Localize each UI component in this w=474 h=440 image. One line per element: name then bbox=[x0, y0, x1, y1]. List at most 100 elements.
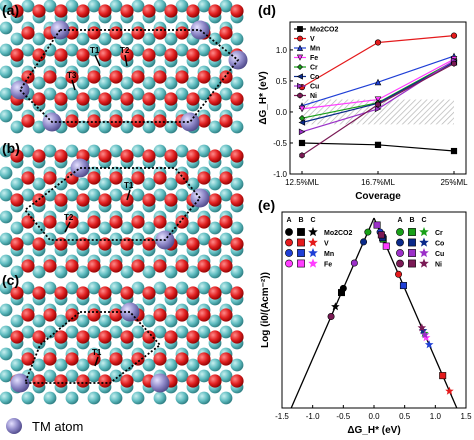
site-label: T3 bbox=[67, 71, 77, 80]
carbon-atom bbox=[219, 391, 233, 405]
oxygen-atom bbox=[21, 352, 35, 366]
carbon-atom bbox=[219, 232, 233, 246]
oxygen-atom bbox=[98, 48, 112, 62]
site-marker: T2 bbox=[120, 46, 130, 67]
legend-column-header: A bbox=[286, 217, 291, 224]
data-point bbox=[377, 231, 385, 239]
oxygen-atom bbox=[142, 48, 156, 62]
data-point bbox=[298, 139, 306, 147]
legend-column-header: C bbox=[310, 217, 315, 224]
carbon-atom bbox=[230, 120, 244, 134]
data-point bbox=[337, 289, 345, 297]
oxygen-atom bbox=[54, 4, 68, 18]
oxygen-atom bbox=[109, 171, 123, 185]
carbon-atom bbox=[142, 221, 156, 235]
carbon-atom bbox=[175, 144, 189, 158]
oxygen-atom bbox=[175, 352, 189, 366]
oxygen-atom bbox=[43, 70, 57, 84]
oxygen-atom bbox=[153, 26, 167, 40]
oxygen-atom bbox=[98, 149, 112, 163]
oxygen-atom bbox=[131, 171, 145, 185]
carbon-atom bbox=[208, 177, 222, 191]
oxygen-atom bbox=[98, 286, 112, 300]
oxygen-atom bbox=[230, 237, 244, 251]
y-tick-label: -1.0 bbox=[273, 170, 287, 179]
oxygen-atom bbox=[98, 92, 112, 106]
carbon-atom bbox=[186, 221, 200, 235]
carbon-atom bbox=[87, 87, 101, 101]
carbon-atom bbox=[164, 265, 178, 279]
carbon-atom bbox=[131, 391, 145, 405]
oxygen-atom bbox=[10, 193, 24, 207]
carbon-atom bbox=[219, 325, 233, 339]
carbon-atom bbox=[0, 188, 13, 202]
carbon-atom bbox=[120, 221, 134, 235]
data-point bbox=[374, 78, 382, 86]
legend-entry: Cr bbox=[310, 65, 318, 72]
legend-entry: Ni bbox=[310, 93, 317, 100]
carbon-atom bbox=[109, 43, 123, 57]
site-label: T1 bbox=[92, 348, 102, 357]
carbon-atom bbox=[142, 265, 156, 279]
supercell-outline-c bbox=[23, 311, 162, 384]
carbon-atom bbox=[21, 325, 35, 339]
oxygen-atom bbox=[109, 70, 123, 84]
legend-entry: Ni bbox=[435, 262, 442, 269]
carbon-atom bbox=[208, 314, 222, 328]
oxygen-atom bbox=[219, 215, 233, 229]
legend-entry: V bbox=[310, 36, 315, 43]
carbon-atom bbox=[109, 325, 123, 339]
carbon-atom bbox=[65, 43, 79, 57]
carbon-atom bbox=[186, 358, 200, 372]
oxygen-atom bbox=[21, 114, 35, 128]
structure-panel-a bbox=[0, 0, 250, 140]
carbon-atom bbox=[98, 221, 112, 235]
carbon-atom bbox=[21, 281, 35, 295]
legend-entry: Mo2CO2 bbox=[324, 230, 353, 237]
oxygen-atom bbox=[186, 330, 200, 344]
oxygen-atom bbox=[87, 308, 101, 322]
carbon-atom bbox=[43, 188, 57, 202]
carbon-atom bbox=[219, 188, 233, 202]
oxygen-atom bbox=[164, 92, 178, 106]
oxygen-atom bbox=[131, 114, 145, 128]
oxygen-atom bbox=[197, 70, 211, 84]
carbon-atom bbox=[197, 144, 211, 158]
carbon-atom bbox=[230, 32, 244, 46]
carbon-atom bbox=[142, 177, 156, 191]
legend-entry: V bbox=[324, 241, 329, 248]
oxygen-atom bbox=[43, 259, 57, 273]
data-point bbox=[331, 302, 340, 311]
legend-marker bbox=[419, 227, 429, 237]
carbon-atom bbox=[43, 87, 57, 101]
oxygen-atom bbox=[21, 26, 35, 40]
supercell-outline-b bbox=[23, 167, 202, 241]
carbon-atom bbox=[21, 232, 35, 246]
legend-marker bbox=[297, 249, 305, 257]
carbon-atom bbox=[142, 76, 156, 90]
y-tick-label: -0.5 bbox=[273, 139, 287, 148]
oxygen-atom bbox=[65, 114, 79, 128]
legend-marker bbox=[408, 238, 416, 247]
oxygen-atom bbox=[175, 259, 189, 273]
oxygen-atom bbox=[21, 308, 35, 322]
carbon-atom bbox=[21, 188, 35, 202]
carbon-atom bbox=[21, 144, 35, 158]
carbon-atom bbox=[98, 358, 112, 372]
data-point bbox=[298, 128, 306, 136]
carbon-atom bbox=[197, 0, 211, 13]
data-point bbox=[350, 259, 358, 267]
oxygen-atom bbox=[32, 92, 46, 106]
carbon-atom bbox=[109, 369, 123, 383]
carbon-atom bbox=[219, 0, 233, 13]
x-axis-label: Coverage bbox=[355, 191, 401, 202]
carbon-atom bbox=[197, 43, 211, 57]
carbon-atom bbox=[175, 232, 189, 246]
x-tick-label: -0.5 bbox=[336, 412, 350, 421]
oxygen-atom bbox=[76, 374, 90, 388]
oxygen-atom bbox=[230, 374, 244, 388]
oxygen-atom bbox=[109, 308, 123, 322]
oxygen-atom bbox=[43, 352, 57, 366]
oxygen-atom bbox=[186, 149, 200, 163]
carbon-atom bbox=[131, 369, 145, 383]
